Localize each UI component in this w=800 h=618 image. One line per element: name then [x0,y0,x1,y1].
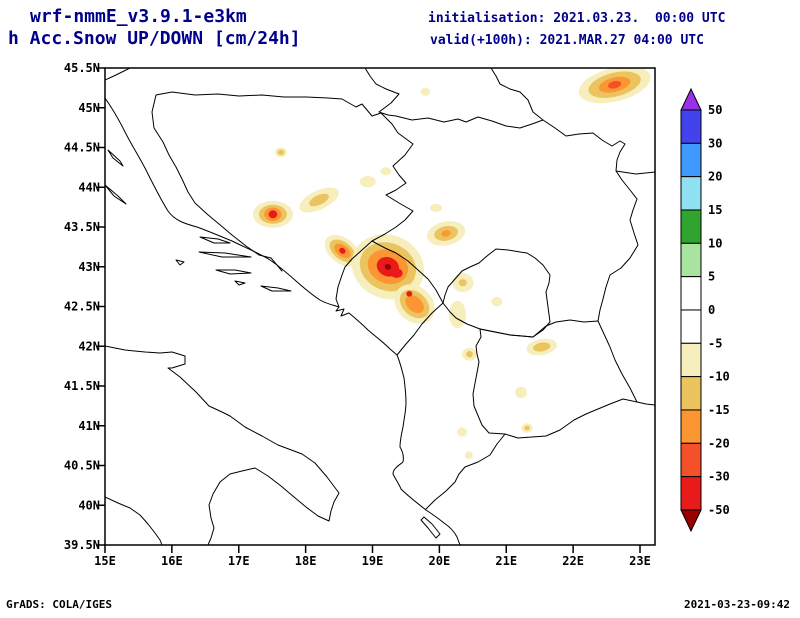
grads-credit: GrADS: COLA/IGES [6,598,112,611]
colorbar-segment [680,442,702,478]
colorbar-tick-label: 15 [708,203,722,217]
colorbar-tick-label: 5 [708,270,715,284]
lat-label: 45N [78,101,100,115]
colorbar-tick-label: 10 [708,236,722,250]
snow-patch-ring [420,87,430,96]
lon-label: 15E [94,554,116,568]
lon-label: 21E [495,554,517,568]
snow-patch-ring [384,263,392,270]
map-lines-layer [105,68,655,545]
lat-label: 41N [78,419,100,433]
colorbar-arrow-top [680,87,702,111]
north-macedonia-border [472,319,638,439]
snow-patch-ring [268,210,278,219]
snow-patch-ring [390,268,403,278]
colorbar-segment [680,409,702,444]
greece-bulgaria-border [636,401,655,406]
lon-label: 18E [295,554,317,568]
model-title: wrf-nmmE_v3.9.1-e3km [30,6,247,27]
colorbar-tick-label: 20 [708,170,722,184]
creation-timestamp: 2021-03-23-09:42 [684,598,790,611]
lon-label: 22E [562,554,584,568]
snow-patch-ring [457,427,467,437]
snow-patch-ring [405,295,424,314]
albania-greece-border [425,433,506,510]
adriatic-coastline [105,97,461,545]
lat-label: 41.5N [64,379,100,393]
snow-patch-ring [406,291,413,297]
bosnia-border [151,91,414,308]
colorbar-tick-label: -50 [708,503,730,517]
colorbar-segment [680,176,702,211]
lat-label: 43.5N [64,220,100,234]
snow-shading-layer [252,68,651,460]
corfu-island [420,516,441,539]
snow-patch-ring [533,342,551,352]
snow-patch-ring [464,451,473,460]
valid-time-label: valid(+100h): 2021.MAR.27 04:00 UTC [430,33,704,48]
slovenia-croatia-border [105,68,131,81]
snow-patch-ring [441,230,451,237]
colorbar-segment [680,242,702,278]
montenegro-serbia-border [371,240,444,304]
snow-patch-ring [277,149,285,156]
colorbar-tick-label: -20 [708,436,730,450]
lat-label: 44.5N [64,141,100,155]
colorbar-segment [680,309,702,344]
lon-label: 23E [629,554,651,568]
colorbar-tick-label: 50 [708,103,722,117]
colorbar-segment [680,109,702,144]
lat-label: 45.5N [64,61,100,75]
snow-patch-ring [458,279,467,287]
colorbar-segment [680,476,702,511]
lat-label: 42N [78,339,100,353]
init-time-label: initialisation: 2021.03.23. 00:00 UTC [428,11,726,26]
snow-patch-ring [430,203,442,212]
lat-label: 40N [78,498,100,512]
axis-layer: 45.5N 45N 44.5N 44N 43.5N 43N 42.5N 42N 41.5N 41N… [64,61,651,568]
snow-patch-ring [448,301,467,328]
lat-label: 43N [78,260,100,274]
snow-patch-ring [491,296,503,307]
colorbar-tick-label: -15 [708,403,730,417]
snow-patch-ring [309,193,329,207]
italy-coastline [105,345,340,545]
colorbar-segment [680,142,702,178]
colorbar-tick-label: 0 [708,303,715,317]
product-title: h Acc.Snow UP/DOWN [cm/24h] [8,28,301,49]
romania-serbia-border [490,68,655,200]
snow-patch-ring [339,247,346,254]
colorbar-segment [680,376,702,411]
colorbar-tick-label: -10 [708,370,730,384]
snow-patch-ring [524,425,530,431]
snow-patch-ring [466,351,473,358]
lat-label: 40.5N [64,459,100,473]
lat-label: 42.5N [64,300,100,314]
colorbar-tick-label: -5 [708,336,722,350]
lon-label: 16E [161,554,183,568]
snow-patch-ring [380,167,392,176]
colorbar-arrow-bottom [680,509,702,533]
lon-label: 17E [228,554,250,568]
colorbar-segment [680,276,702,311]
colorbar-segment [680,342,702,378]
croatia-serbia-border [364,68,544,129]
serbia-bulgaria-border [597,198,639,322]
croatian-islands [105,149,292,292]
map-frame [104,67,656,546]
lon-label: 19E [362,554,384,568]
colorbar-tick-label: -30 [708,470,730,484]
colorbar-segment [680,209,702,244]
lon-label: 20E [429,554,451,568]
snow-patch-ring [359,176,376,188]
lat-label: 39.5N [64,538,100,552]
montenegro-albania-border [396,302,444,356]
snow-patch-ring [515,386,527,398]
lat-label: 44N [78,180,100,194]
snow-patch-ring [608,80,622,89]
colorbar-tick-label: 30 [708,136,722,150]
